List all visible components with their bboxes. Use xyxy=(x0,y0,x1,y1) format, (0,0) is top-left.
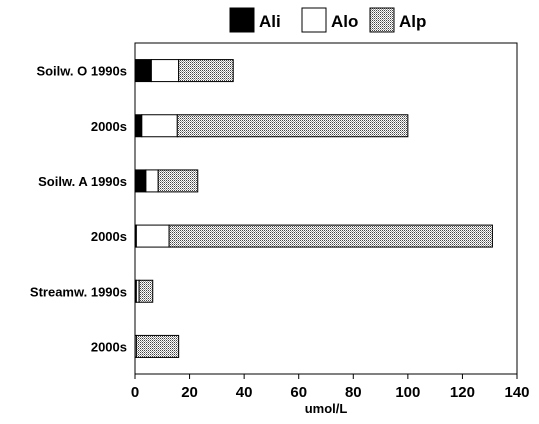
bars-group xyxy=(134,59,493,358)
bar-alp-4 xyxy=(138,279,154,303)
legend: Ali Alo Alp xyxy=(229,7,426,33)
bar-alp-3 xyxy=(168,224,493,248)
x-axis-ticks: 0 20 40 60 80 100 120 140 xyxy=(131,374,530,401)
category-label-0: Soilw. O 1990s xyxy=(36,64,127,79)
x-tick-label-40: 40 xyxy=(236,384,253,401)
legend-label-ali: Ali xyxy=(259,12,281,31)
x-tick-label-80: 80 xyxy=(345,384,362,401)
x-tick-label-140: 140 xyxy=(504,384,529,401)
bar-ali-2 xyxy=(134,169,147,193)
category-label-2: Soilw. A 1990s xyxy=(38,174,127,189)
x-axis-title: umol/L xyxy=(305,401,348,416)
bar-alo-3 xyxy=(135,224,170,248)
category-label-5: 2000s xyxy=(91,339,127,354)
bar-alp-0 xyxy=(178,59,234,83)
x-tick-label-0: 0 xyxy=(131,384,139,401)
bar-alp-1 xyxy=(176,114,409,138)
bar-alo-2 xyxy=(145,169,159,193)
category-label-3: 2000s xyxy=(91,229,127,244)
x-tick-label-60: 60 xyxy=(290,384,307,401)
legend-label-alo: Alo xyxy=(331,12,358,31)
x-tick-label-20: 20 xyxy=(181,384,198,401)
bar-alo-0 xyxy=(150,59,180,83)
bar-ali-1 xyxy=(134,114,143,138)
bar-alo-1 xyxy=(141,114,178,138)
category-label-4: Streamw. 1990s xyxy=(30,284,127,299)
plot-frame xyxy=(134,42,518,375)
x-tick-label-120: 120 xyxy=(450,384,475,401)
legend-swatch-alo xyxy=(301,7,327,33)
legend-swatch-ali xyxy=(229,7,255,33)
bar-alp-5 xyxy=(135,334,180,358)
category-labels: Soilw. O 1990s 2000s Soilw. A 1990s 2000s St… xyxy=(30,64,127,355)
bar-alp-2 xyxy=(157,169,199,193)
legend-label-alp: Alp xyxy=(399,12,426,31)
category-label-1: 2000s xyxy=(91,119,127,134)
x-tick-label-100: 100 xyxy=(395,384,420,401)
bar-ali-0 xyxy=(134,59,152,83)
legend-swatch-alp xyxy=(369,7,395,33)
